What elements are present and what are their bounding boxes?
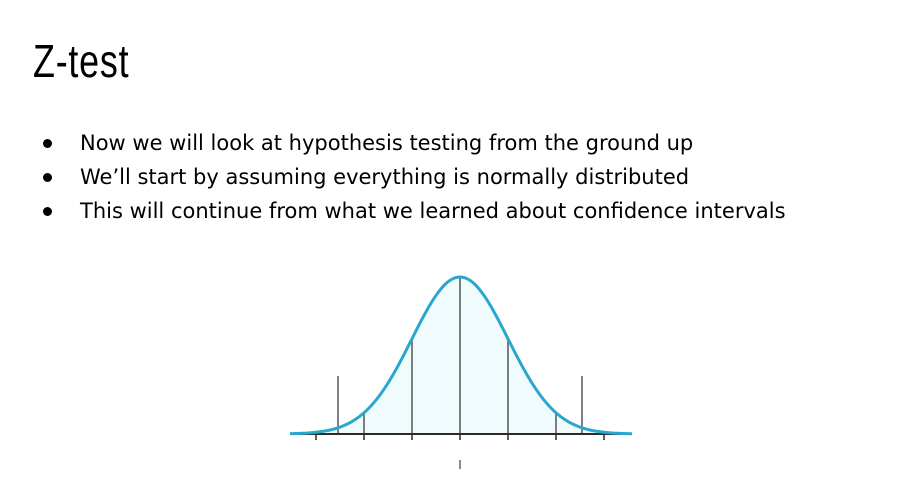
- bullet-text: This will continue from what we learned …: [80, 199, 786, 223]
- bullet-item: We’ll start by assuming everything is no…: [38, 160, 786, 194]
- curve-fill-area: [290, 277, 632, 434]
- bullet-dot-icon: [43, 173, 52, 182]
- bullet-text: We’ll start by assuming everything is no…: [80, 165, 690, 189]
- sigma-lines: [337, 277, 583, 434]
- slide-title: Z-test: [33, 35, 130, 87]
- axis-ticks: [315, 434, 605, 440]
- bullet-text: Now we will look at hypothesis testing f…: [80, 131, 694, 155]
- bullet-dot-icon: [43, 207, 52, 216]
- bullet-item: This will continue from what we learned …: [38, 194, 786, 228]
- bell-curve-line: [289, 275, 633, 436]
- bullet-list: Now we will look at hypothesis testing f…: [38, 126, 786, 228]
- bullet-dot-icon: [43, 139, 52, 148]
- bullet-item: Now we will look at hypothesis testing f…: [38, 126, 786, 160]
